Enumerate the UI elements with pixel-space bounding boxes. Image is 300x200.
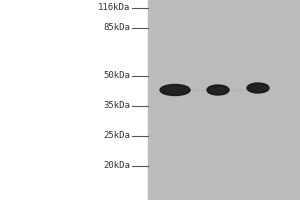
Text: 116kDa: 116kDa — [98, 3, 130, 12]
Bar — [0, 0, 148, 200]
Text: 25kDa: 25kDa — [103, 132, 130, 140]
Ellipse shape — [160, 84, 190, 96]
Ellipse shape — [207, 85, 229, 95]
Text: 20kDa: 20kDa — [103, 162, 130, 170]
Bar — [148, 0, 300, 200]
Ellipse shape — [247, 83, 269, 93]
Text: 50kDa: 50kDa — [103, 72, 130, 80]
Text: 85kDa: 85kDa — [103, 23, 130, 32]
Text: 35kDa: 35kDa — [103, 102, 130, 110]
